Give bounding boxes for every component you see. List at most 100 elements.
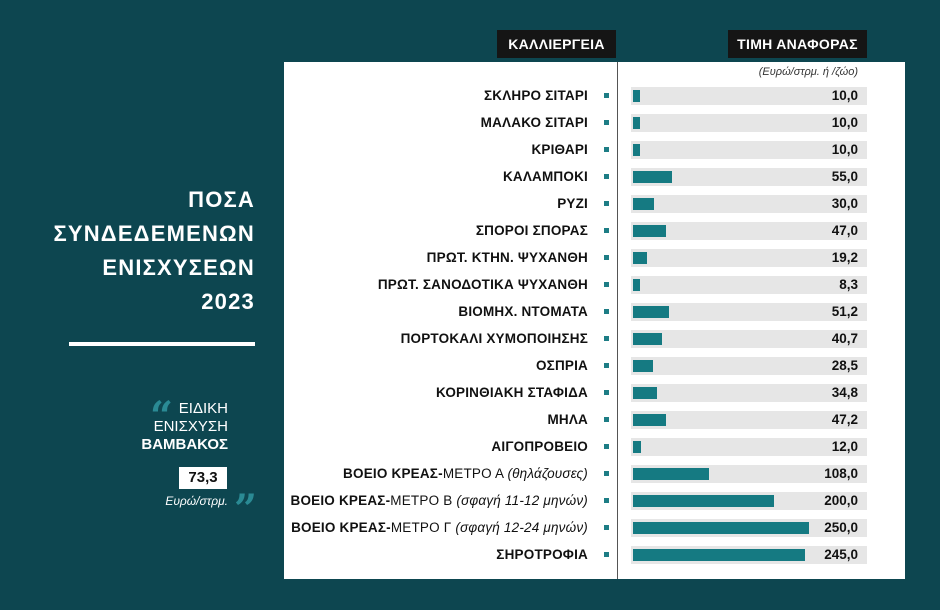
category-label: ΣΠΟΡΟΙ ΣΠΟΡΑΣ bbox=[476, 221, 588, 241]
bar-track bbox=[631, 222, 867, 240]
category-label-main: ΜΗΛΑ bbox=[547, 412, 588, 427]
bar bbox=[633, 171, 672, 183]
bar-row: ΜΑΛΑΚΟ ΣΙΤΑΡΙ 10,0 bbox=[284, 113, 905, 133]
bar-track bbox=[631, 330, 867, 348]
category-label-main: ΜΑΛΑΚΟ ΣΙΤΑΡΙ bbox=[480, 115, 588, 130]
category-label: ΠΟΡΤΟΚΑΛΙ ΧΥΜΟΠΟΙΗΣΗΣ bbox=[401, 329, 588, 349]
bar-track bbox=[631, 303, 867, 321]
special-line-2: ΕΝΙΣΧΥΣΗ bbox=[153, 418, 228, 435]
category-label: ΒΟΕΙΟ ΚΡΕΑΣ-ΜΕΤΡΟ Γ (σφαγή 12-24 μηνών) bbox=[291, 518, 588, 538]
category-label: ΣΗΡΟΤΡΟΦΙΑ bbox=[496, 545, 588, 565]
category-label-main: ΠΟΡΤΟΚΑΛΙ ΧΥΜΟΠΟΙΗΣΗΣ bbox=[400, 331, 588, 346]
bar-row: ΚΑΛΑΜΠΟΚΙ 55,0 bbox=[284, 167, 905, 187]
category-label-main: ΣΚΛΗΡΟ ΣΙΤΑΡΙ bbox=[483, 88, 588, 103]
special-aid-value: 73,3 bbox=[179, 467, 227, 489]
bar-track bbox=[631, 87, 867, 105]
title-line-2: ΣΥΝΔΕΔΕΜΕΝΩΝ bbox=[53, 221, 255, 246]
bar-row: ΚΟΡΙΝΘΙΑΚΗ ΣΤΑΦΙΔΑ 34,8 bbox=[284, 383, 905, 403]
bar-row: ΒΟΕΙΟ ΚΡΕΑΣ-ΜΕΤΡΟ Α (θηλάζουσες) 108,0 bbox=[284, 464, 905, 484]
bar-track bbox=[631, 114, 867, 132]
category-label-main: ΚΑΛΑΜΠΟΚΙ bbox=[502, 169, 588, 184]
bar-track bbox=[631, 249, 867, 267]
bar bbox=[633, 90, 641, 102]
special-aid-label: ΕΙΔΙΚΗ ΕΝΙΣΧΥΣΗ ΒΑΜΒΑΚΟΣ bbox=[60, 400, 228, 454]
bar bbox=[633, 360, 654, 372]
bar-row: ΚΡΙΘΑΡΙ 10,0 bbox=[284, 140, 905, 160]
title-line-4: 2023 bbox=[201, 289, 255, 314]
row-bullet bbox=[604, 390, 609, 395]
bar-row: ΠΡΩΤ. ΣΑΝΟΔΟΤΙΚΑ ΨΥΧΑΝΘΗ 8,3 bbox=[284, 275, 905, 295]
category-label-main: ΚΟΡΙΝΘΙΑΚΗ ΣΤΑΦΙΔΑ bbox=[435, 385, 588, 400]
category-label-main: ΒΟΕΙΟ ΚΡΕΑΣ- bbox=[343, 466, 443, 481]
category-label-main: ΒΟΕΙΟ ΚΡΕΑΣ- bbox=[291, 520, 391, 535]
value-label: 200,0 bbox=[824, 493, 858, 508]
category-label: ΜΑΛΑΚΟ ΣΙΤΑΡΙ bbox=[481, 113, 588, 133]
category-label-main: ΑΙΓΟΠΡΟΒΕΙΟ bbox=[491, 439, 588, 454]
row-bullet bbox=[604, 228, 609, 233]
category-label-main: ΣΠΟΡΟΙ ΣΠΟΡΑΣ bbox=[475, 223, 588, 238]
bar bbox=[633, 225, 667, 237]
title-line-3: ΕΝΙΣΧΥΣΕΩΝ bbox=[102, 255, 255, 280]
category-label: ΟΣΠΡΙΑ bbox=[536, 356, 588, 376]
category-label-note: (θηλάζουσες) bbox=[507, 466, 588, 481]
row-bullet bbox=[604, 417, 609, 422]
bar bbox=[633, 468, 710, 480]
bar-row: ΒΟΕΙΟ ΚΡΕΑΣ-ΜΕΤΡΟ Γ (σφαγή 12-24 μηνών) 2… bbox=[284, 518, 905, 538]
value-header: ΤΙΜΗ ΑΝΑΦΟΡΑΣ bbox=[728, 30, 867, 58]
bar-track bbox=[631, 141, 867, 159]
category-label-measure: ΜΕΤΡΟ Γ bbox=[390, 520, 456, 535]
value-label: 51,2 bbox=[831, 304, 858, 319]
category-label-main: ΠΡΩΤ. ΚΤΗΝ. ΨΥΧΑΝΘΗ bbox=[426, 250, 588, 265]
row-bullet bbox=[604, 498, 609, 503]
category-label: ΒΟΕΙΟ ΚΡΕΑΣ-ΜΕΤΡΟ Α (θηλάζουσες) bbox=[343, 464, 588, 484]
category-label: ΒΙΟΜΗΧ. ΝΤΟΜΑΤΑ bbox=[458, 302, 588, 322]
bar-row: ΣΠΟΡΟΙ ΣΠΟΡΑΣ 47,0 bbox=[284, 221, 905, 241]
bar-row: ΒΙΟΜΗΧ. ΝΤΟΜΑΤΑ 51,2 bbox=[284, 302, 905, 322]
title-divider bbox=[69, 342, 255, 346]
bar-row: ΒΟΕΙΟ ΚΡΕΑΣ-ΜΕΤΡΟ Β (σφαγή 11-12 μηνών) 2… bbox=[284, 491, 905, 511]
category-label: ΚΡΙΘΑΡΙ bbox=[531, 140, 588, 160]
category-label-main: ΒΙΟΜΗΧ. ΝΤΟΜΑΤΑ bbox=[458, 304, 588, 319]
open-quote-icon: “ bbox=[150, 393, 174, 440]
bar-row: ΡΥΖΙ 30,0 bbox=[284, 194, 905, 214]
row-bullet bbox=[604, 444, 609, 449]
bar-row: ΜΗΛΑ 47,2 bbox=[284, 410, 905, 430]
category-label-main: ΠΡΩΤ. ΣΑΝΟΔΟΤΙΚΑ ΨΥΧΑΝΘΗ bbox=[377, 277, 588, 292]
bar bbox=[633, 522, 809, 534]
category-label-main: ΡΥΖΙ bbox=[557, 196, 588, 211]
row-bullet bbox=[604, 552, 609, 557]
close-quote-icon: ” bbox=[234, 486, 258, 533]
category-label-note: (σφαγή 11-12 μηνών) bbox=[456, 493, 588, 508]
value-label: 12,0 bbox=[831, 439, 858, 454]
row-bullet bbox=[604, 120, 609, 125]
category-label: ΡΥΖΙ bbox=[557, 194, 588, 214]
title-line-1: ΠΟΣΑ bbox=[188, 187, 255, 212]
bar-track bbox=[631, 276, 867, 294]
bar bbox=[633, 387, 658, 399]
category-label-note: (σφαγή 12-24 μηνών) bbox=[455, 520, 588, 535]
bar bbox=[633, 495, 774, 507]
bar-track bbox=[631, 357, 867, 375]
category-label: ΚΑΛΑΜΠΟΚΙ bbox=[503, 167, 588, 187]
bar bbox=[633, 279, 640, 291]
bar-row: ΟΣΠΡΙΑ 28,5 bbox=[284, 356, 905, 376]
value-label: 30,0 bbox=[831, 196, 858, 211]
bar bbox=[633, 306, 670, 318]
row-bullet bbox=[604, 174, 609, 179]
bar-track bbox=[631, 411, 867, 429]
bar-track bbox=[631, 195, 867, 213]
value-label: 10,0 bbox=[831, 115, 858, 130]
row-bullet bbox=[604, 147, 609, 152]
value-label: 10,0 bbox=[831, 88, 858, 103]
bar-row: ΑΙΓΟΠΡΟΒΕΙΟ 12,0 bbox=[284, 437, 905, 457]
category-label-main: ΣΗΡΟΤΡΟΦΙΑ bbox=[496, 547, 588, 562]
bar bbox=[633, 549, 806, 561]
bar-track bbox=[631, 438, 867, 456]
category-label-main: ΒΟΕΙΟ ΚΡΕΑΣ- bbox=[290, 493, 391, 508]
value-label: 10,0 bbox=[831, 142, 858, 157]
value-label: 28,5 bbox=[831, 358, 858, 373]
category-label-measure: ΜΕΤΡΟ Β bbox=[390, 493, 457, 508]
category-label: ΑΙΓΟΠΡΟΒΕΙΟ bbox=[491, 437, 588, 457]
row-bullet bbox=[604, 255, 609, 260]
value-label: 245,0 bbox=[824, 547, 858, 562]
